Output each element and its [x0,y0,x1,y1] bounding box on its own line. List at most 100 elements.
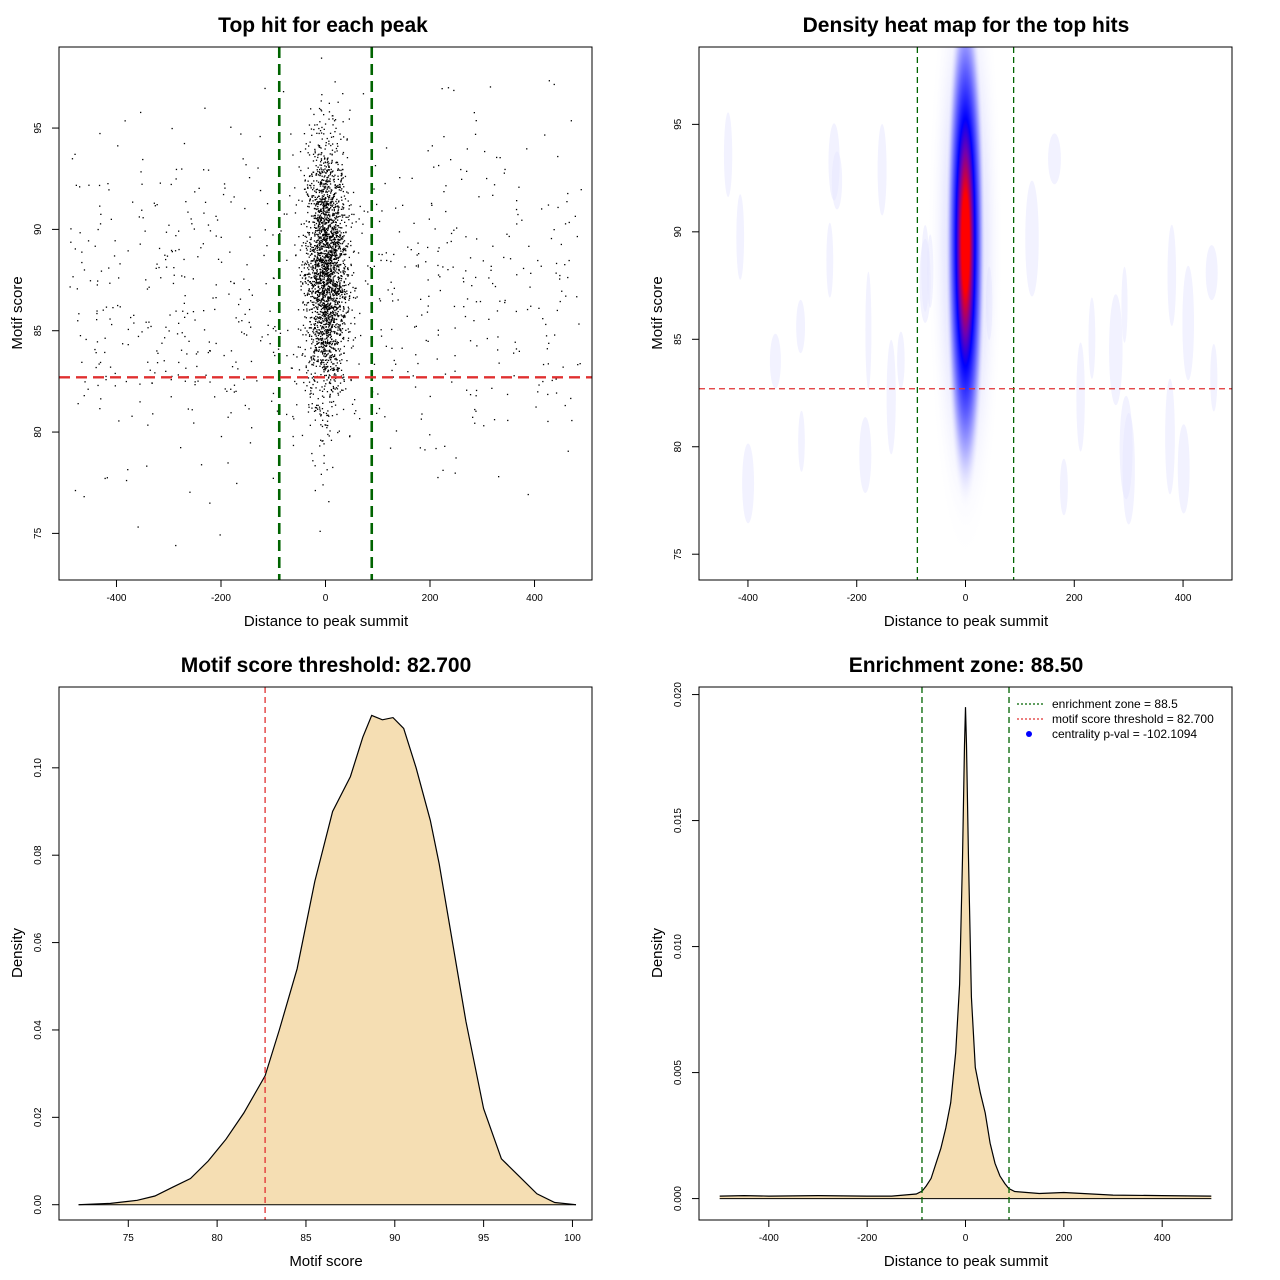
scatter-point [156,263,158,265]
scatter-point [279,332,282,334]
scatter-point [265,283,267,285]
scatter-point [332,310,334,312]
scatter-point [320,279,323,282]
scatter-point [324,319,326,321]
scatter-point [311,301,313,303]
scatter-point [321,222,324,224]
scatter-point [324,157,326,159]
scatter-point [337,232,339,234]
scatter-point [378,220,381,223]
heatmap-density-layer [723,47,1218,565]
scatter-point [316,297,319,299]
scatter-point [321,179,324,181]
scatter-point [498,362,500,364]
scatter-point [420,298,422,300]
scatter-point [326,266,328,268]
scatter-point [304,316,306,318]
scatter-point [334,310,336,312]
scatter-point [320,424,322,426]
scatter-point [323,315,325,317]
scatter-point [321,275,323,277]
scatter-point [326,337,328,339]
scatter-point [324,262,326,264]
scatter-point [333,306,335,308]
scatter-point [166,255,169,257]
scatter-point [315,260,317,262]
scatter-point [335,285,337,287]
scatter-point [326,379,328,381]
scatter-point [325,255,327,257]
scatter-point [307,187,309,189]
scatter-point [337,219,339,221]
scatter-point [398,231,401,233]
scatter-point [330,305,332,307]
scatter-point [314,288,316,290]
scatter-point [170,379,172,381]
scatter-point [320,57,323,59]
scatter-point [272,351,275,353]
scatter-point [304,348,306,351]
scatter-point [307,205,309,208]
scatter-point [315,278,317,280]
scatter-point [317,278,320,280]
scatter-point [334,344,336,346]
scatter-point [338,239,340,241]
scatter-point [325,219,327,221]
scatter-point [337,184,339,187]
scatter-point [339,253,341,255]
scatter-point [350,378,352,381]
scatter-point [339,348,342,350]
scatter-point [326,341,329,343]
scatter-point [326,179,328,181]
scatter-point [175,544,177,547]
scatter-point [335,221,337,223]
scatter-point [332,170,334,172]
scatter-point [333,290,335,292]
scatter-point [269,343,271,345]
scatter-point [305,191,307,193]
scatter-point [336,198,338,201]
scatter-point [570,397,572,400]
scatter-point [338,367,340,369]
scatter-point [336,216,338,218]
scatter-point [329,178,331,180]
scatter-point [319,313,321,315]
scatter-point [307,369,309,372]
scatter-point [323,454,325,457]
scatter-point [84,381,86,383]
scatter-point [314,267,316,270]
scatter-point [333,308,335,310]
scatter-point [310,187,312,189]
scatter-point [346,138,348,140]
scatter-point [333,251,336,254]
scatter-point [333,314,335,316]
scatter-point [330,262,332,264]
scatter-point [328,209,330,211]
scatter-point [292,353,295,356]
scatter-point [334,315,336,317]
scatter-point [324,229,327,232]
scatter-point [515,348,518,350]
scatter-point [428,295,430,297]
scatter-point [446,242,448,244]
scatter-point [335,127,337,129]
scatter-point [83,496,85,498]
scatter-point [315,338,317,340]
scatter-point [312,286,314,288]
distance-density-y-tick-label: 0.000 [673,1186,684,1211]
scatter-point [312,303,314,306]
scatter-point [329,171,332,173]
scatter-point [305,365,307,367]
scatter-point [322,353,324,355]
scatter-point [303,267,305,269]
scatter-point [325,354,328,356]
scatter-point [342,251,344,253]
scatter-point [345,225,347,227]
scatter-point [317,265,319,267]
scatter-point [374,165,377,167]
scatter-point [335,365,337,367]
scatter-point [359,205,361,208]
scatter-point [310,262,312,265]
scatter-point [332,300,334,302]
